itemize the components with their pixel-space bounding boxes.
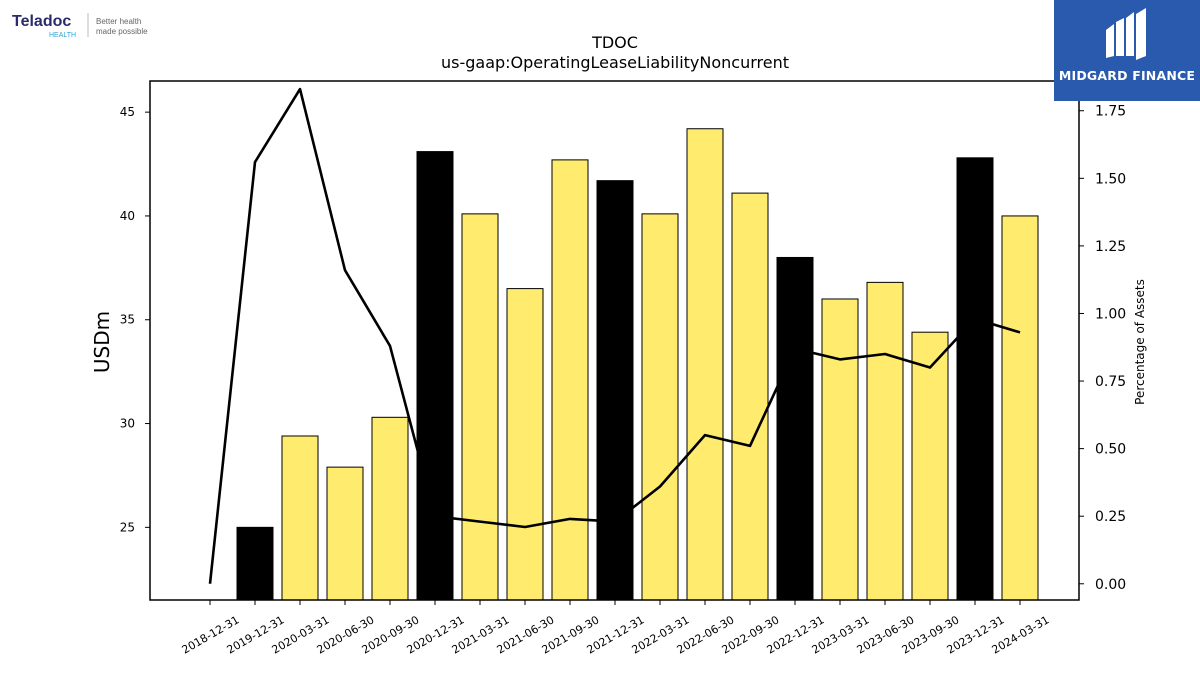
bar-2023-06-30 xyxy=(866,281,904,601)
bar-2023-03-31 xyxy=(821,298,859,601)
y-axis: 25 30 35 40 45 xyxy=(120,105,150,534)
teladoc-tagline-1: Better health xyxy=(96,17,141,26)
midgard-logo-text: MIDGARD FINANCE xyxy=(1058,68,1196,83)
teladoc-logo-sub: HEALTH xyxy=(49,32,76,39)
y2-axis: 0.00 0.25 0.50 0.75 1.00 1.25 1.50 1.75 xyxy=(1079,104,1126,593)
y2-tick-label-1.50: 1.50 xyxy=(1095,171,1126,187)
bar-2020-03-31 xyxy=(281,435,319,601)
percentage-line xyxy=(208,87,1021,584)
bar-2021-06-30 xyxy=(506,288,544,601)
midgard-finance-logo: MIDGARD FINANCE xyxy=(1054,0,1200,101)
bar-2020-06-30 xyxy=(326,466,364,601)
bar-2022-06-30 xyxy=(686,128,724,601)
y2-axis-label: Percentage of Assets xyxy=(1133,279,1147,405)
y2-tick-label-0.75: 0.75 xyxy=(1095,374,1126,390)
midgard-emblem-icon xyxy=(1106,8,1146,60)
y2-tick-label-0.25: 0.25 xyxy=(1095,509,1126,525)
bar-2019-12-31 xyxy=(236,526,274,601)
y-tick-label-45: 45 xyxy=(120,105,135,119)
bar-2020-12-31 xyxy=(416,151,454,601)
y-axis-label: USDm xyxy=(90,311,114,373)
y2-tick-label-0.00: 0.00 xyxy=(1095,577,1126,593)
bar-2020-09-30 xyxy=(371,416,409,601)
bar-2021-03-31 xyxy=(461,213,499,601)
y-tick-label-35: 35 xyxy=(120,313,135,327)
bar-2021-09-30 xyxy=(551,159,589,601)
bar-2022-09-30 xyxy=(731,192,769,601)
y2-tick-label-1.25: 1.25 xyxy=(1095,239,1126,255)
y-tick-label-30: 30 xyxy=(120,417,135,431)
chart-title: TDOC xyxy=(591,33,638,52)
teladoc-tagline-2: made possible xyxy=(96,27,148,36)
teladoc-logo: Teladoc HEALTH Better health made possib… xyxy=(10,10,180,42)
bar-series xyxy=(236,128,1039,601)
chart-subtitle: us-gaap:OperatingLeaseLiabilityNoncurren… xyxy=(441,53,789,72)
line-series xyxy=(208,87,1021,584)
bar-2023-12-31 xyxy=(956,157,994,601)
bar-2023-09-30 xyxy=(911,331,949,601)
y2-tick-label-0.50: 0.50 xyxy=(1095,442,1126,458)
bar-2022-03-31 xyxy=(641,213,679,601)
bar-2021-12-31 xyxy=(596,180,634,601)
teladoc-logo-name: Teladoc xyxy=(12,13,71,30)
x-axis: 2018-12-312019-12-312020-03-312020-06-30… xyxy=(180,600,1052,657)
y-tick-label-25: 25 xyxy=(120,520,135,534)
y2-tick-label-1.75: 1.75 xyxy=(1095,104,1126,120)
bar-2022-12-31 xyxy=(776,256,814,601)
y2-tick-label-1.00: 1.00 xyxy=(1095,306,1126,322)
bar-2024-03-31 xyxy=(1001,215,1039,601)
y-tick-label-40: 40 xyxy=(120,209,135,223)
